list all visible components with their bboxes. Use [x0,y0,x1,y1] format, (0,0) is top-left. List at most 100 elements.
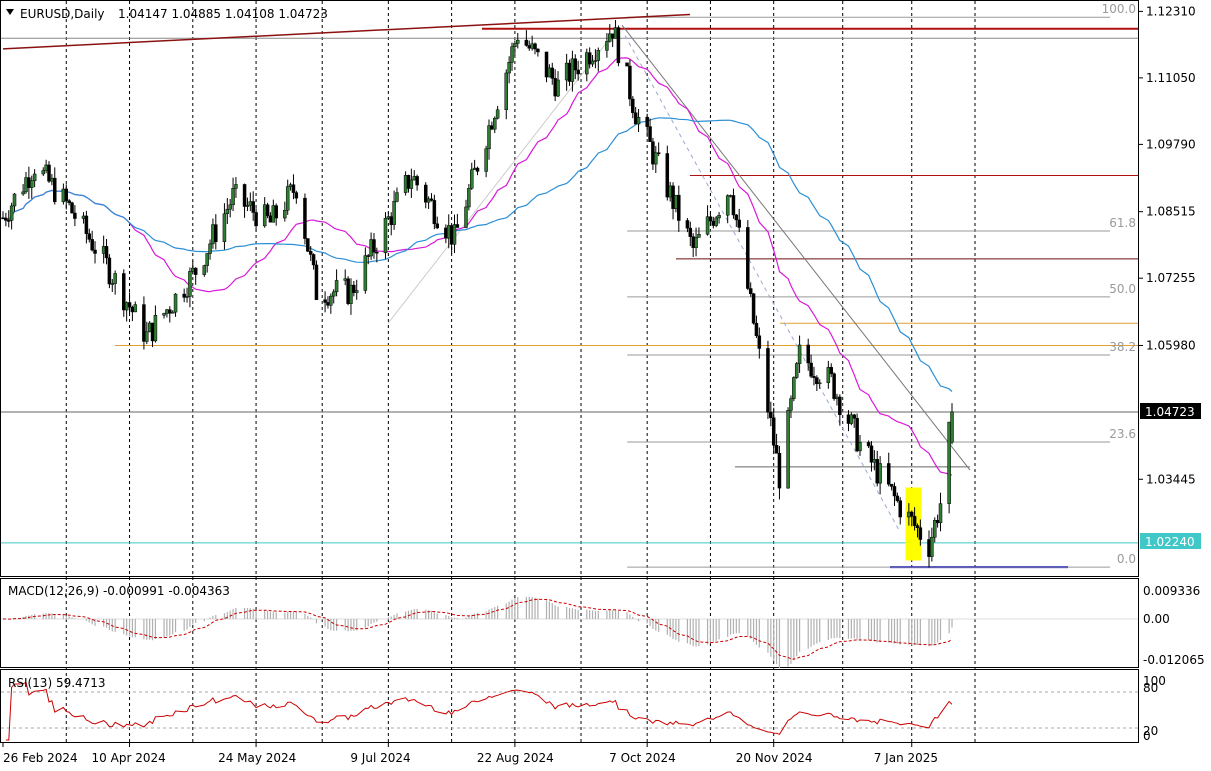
bull-candle [188,271,192,297]
bear-candle [1,217,5,219]
bear-candle [326,302,330,306]
price-tick-label: 1.03445 [1146,472,1196,486]
macd-signal-line [3,598,953,660]
date-tick-label: 7 Jan 2025 [874,751,938,765]
bull-candle [225,208,230,214]
bull-candle [228,204,232,210]
date-tick-label: 10 Apr 2024 [92,751,166,765]
rsi-axis-80: 80 [1143,681,1158,695]
bear-candle [67,200,71,204]
bull-candle [262,204,267,227]
bull-candle [354,290,359,293]
bull-candle [725,195,730,216]
bear-candle [838,396,842,416]
bull-candle [343,278,347,281]
bull-candle [222,213,227,243]
macd-indicator [1,596,1138,669]
bear-candle [423,184,428,203]
bear-candle [769,412,773,419]
date-tick-label: 9 Jul 2024 [350,751,410,765]
bear-candle [685,220,690,229]
bear-candle [751,293,756,324]
bull-candle [185,296,189,298]
macd-axis-top: 0.009336 [1143,584,1200,598]
bear-candle [737,219,741,228]
bear-candle [777,453,782,489]
date-tick-label: 22 Aug 2024 [477,751,554,765]
bull-candle [674,194,678,209]
bull-candle [9,205,14,221]
moving-averages [2,57,953,476]
bull-candle [101,246,106,254]
bull-candle [44,164,48,171]
bear-candle [875,459,879,484]
bull-candle [794,363,799,378]
bear-candle [766,348,770,413]
bear-candle [527,45,532,49]
dropdown-triangle-icon[interactable] [6,9,14,15]
bear-candle [829,367,833,374]
bear-candle [610,33,615,39]
price-tick-label: 1.05980 [1146,338,1196,352]
bear-candle [214,224,218,243]
bull-candle [426,198,431,203]
bull-candle [165,309,169,314]
bull-candle [331,291,336,297]
bear-candle [832,373,836,399]
bull-candle [697,234,701,238]
bull-candle [507,62,511,74]
bull-candle [409,179,414,189]
bull-candle [30,180,34,188]
bull-candle [208,243,212,254]
bear-candle [892,486,897,497]
bear-candle [645,116,649,127]
bull-candle [570,58,575,82]
bull-candle [133,304,138,313]
bull-candle [510,46,514,63]
uptrend-line-faint [387,37,611,324]
bear-candle [628,65,632,100]
bull-candle [12,193,17,207]
bear-candle [193,267,198,275]
bull-candle [349,284,353,304]
bear-candle [294,192,299,199]
date-tick-label: 7 Oct 2024 [609,751,676,765]
bull-candle [668,185,672,198]
rsi-axis-100: 100 [1143,674,1166,688]
bear-candle [927,539,931,557]
bear-candle [242,184,247,207]
bull-candle [547,67,552,78]
bear-candle [754,322,759,337]
bull-candle [797,344,802,364]
rsi-axis-0: 0 [1143,729,1151,743]
vertical-gridlines [65,1,976,742]
bull-candle [907,511,911,518]
bull-candle [786,410,790,489]
bull-candle [516,39,520,44]
level-price-label: 1.02240 [1145,535,1195,549]
bull-candle [593,60,598,62]
rsi-label: RSI(13) 59.4713 [8,676,106,690]
bull-candle [469,169,474,189]
bull-candle [329,295,333,306]
bull-candle [446,225,451,239]
rsi-line [5,681,953,741]
price-tick-label: 1.11050 [1146,71,1196,85]
bear-candle [490,125,494,130]
date-tick-label: 24 May 2024 [218,751,296,765]
macd-axis-zero: 0.00 [1143,612,1170,626]
bear-candle [912,516,917,526]
bear-candle [4,217,8,221]
price-tick-label: 1.12310 [1146,4,1196,18]
fib-level-label: 50.0 [1109,282,1136,296]
bull-candle [245,204,250,207]
bull-candle [493,117,497,130]
bear-candle [150,322,155,342]
trendlines [2,13,971,533]
bear-candle [107,257,112,285]
bear-candle [631,98,635,113]
bear-candle [432,200,437,225]
bear-candle [122,273,126,311]
bear-candle [104,246,109,259]
